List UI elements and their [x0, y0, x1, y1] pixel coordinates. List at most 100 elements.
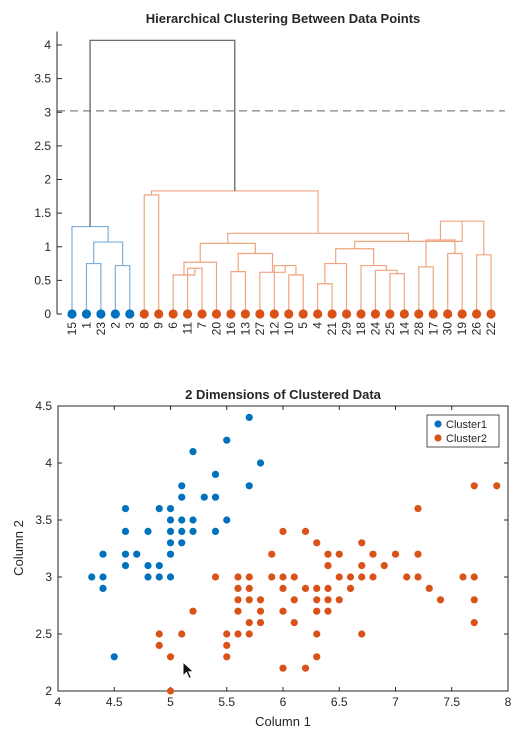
scatter-point-cluster2 — [459, 573, 467, 581]
scatter-point-cluster1 — [121, 550, 130, 558]
scatter-point-cluster2 — [436, 596, 445, 604]
dendrogram-leaf-label: 16 — [224, 322, 238, 336]
scatter-x-tick-label: 4.5 — [106, 695, 123, 709]
dendrogram-leaf-label: 25 — [383, 322, 397, 336]
dendrogram-leaf-label: 13 — [238, 322, 252, 336]
scatter-point-cluster1 — [245, 413, 253, 421]
scatter-point-cluster2 — [358, 539, 366, 547]
dendrogram-leaf-label: 9 — [152, 322, 166, 329]
dendrogram-leaf-marker — [139, 309, 149, 319]
scatter-point-cluster2 — [245, 619, 253, 627]
scatter-point-cluster2 — [234, 630, 242, 638]
dendrogram-leaf-label: 27 — [253, 322, 267, 336]
dendrogram-leaf-marker — [226, 309, 236, 319]
scatter-point-cluster1 — [166, 505, 175, 513]
scatter-point-cluster2 — [324, 550, 332, 558]
dendrogram-leaf-marker — [168, 309, 178, 319]
scatter-point-cluster2 — [335, 550, 343, 558]
dendrogram-leaf-marker — [81, 309, 92, 319]
scatter-point-cluster2 — [279, 607, 287, 615]
scatter-point-cluster2 — [313, 607, 321, 615]
scatter-point-cluster2 — [245, 596, 253, 604]
dendrogram-y-tick-label: 0 — [44, 307, 51, 321]
dendrogram-leaves — [67, 309, 496, 319]
scatter-y-tick-label: 3.5 — [35, 513, 52, 527]
dendrogram-link — [89, 39, 236, 227]
scatter-point-cluster1 — [166, 573, 175, 581]
scatter-point-cluster1 — [155, 562, 163, 570]
scatter-x-tick-label: 8 — [505, 695, 512, 709]
scatter-point-cluster2 — [391, 550, 400, 558]
dendrogram-chart: Hierarchical Clustering Between Data Poi… — [34, 11, 505, 335]
scatter-point-cluster2 — [256, 607, 265, 615]
dendrogram-leaf-marker — [486, 309, 496, 319]
dendrogram-leaf-marker — [255, 309, 265, 319]
dendrogram-leaf-marker — [269, 309, 279, 319]
scatter-point-cluster2 — [425, 584, 433, 593]
scatter-point-cluster1 — [121, 505, 130, 513]
dendrogram-link — [172, 268, 196, 314]
scatter-point-cluster1 — [99, 584, 107, 593]
dendrogram-link — [288, 274, 304, 314]
scatter-point-cluster2 — [279, 573, 287, 581]
dendrogram-link — [374, 269, 398, 314]
dendrogram-leaf-label: 30 — [441, 322, 455, 336]
dendrogram-leaf-label: 17 — [426, 322, 440, 336]
legend-label-cluster2: Cluster2 — [446, 433, 487, 445]
scatter-point-cluster2 — [380, 562, 388, 570]
scatter-point-cluster2 — [313, 630, 321, 638]
scatter-point-cluster2 — [470, 482, 478, 490]
dendrogram-leaf-label: 4 — [311, 322, 325, 329]
scatter-point-cluster1 — [178, 493, 186, 501]
scatter-point-cluster2 — [358, 573, 366, 581]
scatter-point-cluster2 — [313, 539, 321, 547]
dendrogram-leaf-label: 23 — [94, 322, 108, 336]
dendrogram-link — [230, 271, 246, 314]
scatter-point-cluster1 — [178, 482, 186, 490]
dendrogram-leaf-label: 11 — [181, 322, 195, 335]
dendrogram-link — [324, 262, 348, 314]
dendrogram-link — [360, 264, 387, 314]
dendrogram-leaf-marker — [154, 309, 164, 319]
legend-box — [426, 414, 500, 448]
scatter-point-cluster1 — [178, 539, 186, 547]
dendrogram-leaf-marker — [240, 309, 250, 319]
dendrogram-leaf-marker — [313, 309, 323, 319]
scatter-point-cluster2 — [313, 584, 321, 593]
scatter-title: 2 Dimensions of Clustered Data — [185, 387, 382, 402]
scatter-point-cluster2 — [346, 584, 355, 593]
scatter-point-cluster2 — [223, 630, 231, 638]
scatter-point-cluster1 — [189, 527, 197, 536]
scatter-point-cluster2 — [178, 630, 186, 638]
scatter-point-cluster2 — [324, 584, 332, 593]
dendrogram-leaf-marker — [197, 309, 207, 319]
scatter-point-cluster1 — [166, 550, 175, 558]
dendrogram-leaf-label: 20 — [210, 322, 224, 336]
scatter-x-tick-label: 4 — [55, 695, 62, 709]
dendrogram-leaf-label: 29 — [340, 322, 354, 336]
scatter-point-cluster2 — [335, 596, 343, 604]
scatter-x-tick-label: 6.5 — [331, 695, 348, 709]
dendrogram-leaf-label: 22 — [484, 322, 498, 336]
scatter-x-tick-label: 7.5 — [443, 695, 460, 709]
scatter-chart: 2 Dimensions of Clustered Data 4 4.5 5 5.5 6… — [11, 387, 512, 729]
dendrogram-link — [93, 241, 124, 266]
scatter-point-cluster1 — [144, 562, 152, 570]
dendrogram-y-tick-label: 3.5 — [34, 72, 51, 86]
scatter-point-cluster2 — [155, 630, 163, 638]
legend-label-cluster1: Cluster1 — [446, 419, 487, 431]
dendrogram-y-ticks: 0 0.5 1 1.5 2 2.5 3 3.5 4 — [34, 38, 62, 321]
dendrogram-link — [317, 283, 333, 314]
dendrogram-leaf-marker — [110, 309, 120, 319]
dendrogram-link — [150, 190, 319, 234]
scatter-plot-area — [57, 405, 509, 692]
dendrogram-y-tick-label: 4 — [44, 38, 51, 52]
scatter-y-label: Column 2 — [11, 520, 26, 576]
dendrogram-leaf-label: 6 — [166, 322, 180, 329]
dendrogram-link — [183, 261, 218, 314]
scatter-points — [88, 413, 501, 695]
dendrogram-leaf-label: 19 — [455, 322, 469, 336]
dendrogram-link — [199, 242, 256, 263]
scatter-point-cluster2 — [268, 550, 276, 558]
